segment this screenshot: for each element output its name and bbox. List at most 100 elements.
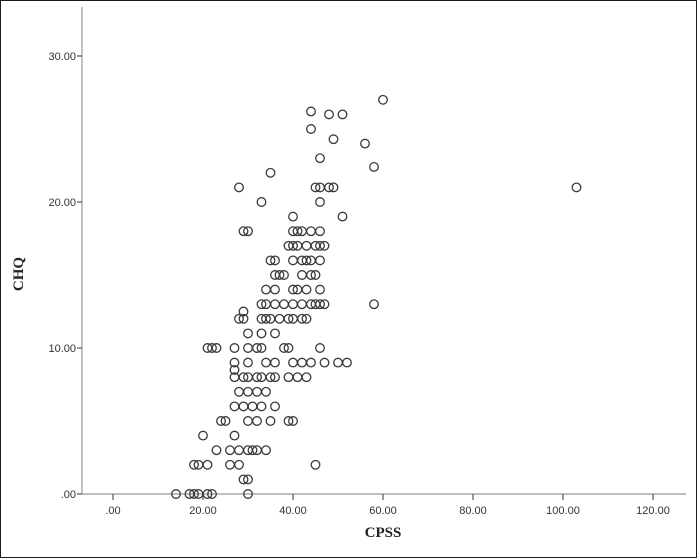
data-point	[283, 416, 294, 426]
data-point	[220, 416, 231, 426]
data-point	[256, 328, 267, 339]
data-point	[243, 328, 253, 339]
data-point	[333, 357, 343, 368]
data-point	[229, 364, 240, 375]
y-tick-label: 30.00	[48, 51, 76, 63]
data-point	[328, 134, 339, 145]
data-point	[234, 445, 244, 456]
data-point	[283, 343, 294, 353]
data-point	[283, 313, 294, 324]
data-point	[324, 182, 334, 193]
data-point	[319, 357, 330, 368]
data-point	[306, 226, 316, 237]
data-point	[328, 182, 339, 193]
data-point	[265, 167, 276, 178]
data-point	[252, 386, 262, 397]
data-point	[171, 489, 181, 499]
data-point	[283, 372, 294, 383]
data-point	[288, 255, 298, 266]
data-point	[261, 357, 271, 368]
data-point	[310, 182, 321, 193]
data-point	[360, 138, 370, 149]
data-point	[301, 240, 312, 251]
data-point	[279, 343, 289, 353]
data-point	[243, 386, 253, 397]
data-point	[229, 343, 240, 353]
data-point	[211, 445, 222, 456]
data-point	[261, 386, 271, 397]
data-point	[310, 270, 321, 280]
x-tick-label: 80.00	[459, 505, 487, 517]
data-point	[301, 372, 312, 383]
data-point	[243, 226, 253, 237]
data-point	[301, 284, 312, 295]
data-point	[378, 94, 388, 105]
data-point	[315, 197, 325, 207]
x-tick-label: 100.00	[546, 505, 580, 517]
data-point	[256, 401, 267, 412]
data-point	[238, 372, 249, 383]
data-point	[243, 357, 253, 368]
data-point	[247, 401, 258, 412]
data-point	[238, 226, 249, 237]
data-point	[306, 270, 316, 280]
data-point	[216, 416, 226, 426]
data-point	[297, 313, 307, 324]
data-point	[243, 416, 253, 426]
data-point	[256, 197, 267, 207]
data-point	[288, 299, 298, 310]
data-point	[274, 270, 285, 280]
data-point	[342, 357, 352, 368]
data-point	[297, 299, 307, 310]
data-point	[319, 240, 330, 251]
data-point	[315, 226, 325, 237]
y-tick-label: 20.00	[48, 197, 76, 209]
data-point	[270, 255, 280, 266]
y-tick-label: 10.00	[48, 343, 76, 355]
data-point	[234, 459, 244, 470]
data-point	[315, 153, 325, 164]
x-tick-label: 120.00	[636, 505, 670, 517]
data-point	[270, 284, 280, 295]
data-point	[202, 489, 213, 499]
data-point	[265, 416, 276, 426]
data-point	[243, 343, 253, 353]
data-point	[238, 306, 249, 317]
data-point	[234, 313, 244, 324]
data-point	[270, 357, 280, 368]
data-point	[261, 445, 271, 456]
data-point	[315, 343, 325, 353]
data-point	[279, 270, 289, 280]
data-point	[288, 284, 298, 295]
data-point	[189, 459, 199, 470]
data-point	[234, 386, 244, 397]
data-point	[288, 240, 298, 251]
x-axis-ticks: .00 20.00 40.00 60.00 80.00 100.00 120.00	[105, 494, 670, 517]
data-point	[292, 226, 303, 237]
data-point	[238, 474, 249, 485]
data-point	[369, 162, 379, 172]
y-axis-title: CHQ	[11, 257, 27, 292]
x-tick-label: 60.00	[369, 505, 397, 517]
data-point	[238, 313, 249, 324]
data-point	[189, 489, 199, 499]
data-point	[252, 372, 262, 383]
data-point	[225, 459, 235, 470]
x-tick-label: 20.00	[189, 505, 217, 517]
data-point	[225, 445, 235, 456]
data-point	[310, 459, 321, 470]
data-point	[207, 489, 217, 499]
data-point	[202, 459, 213, 470]
data-point	[198, 430, 208, 441]
data-point	[252, 416, 262, 426]
data-point	[256, 299, 267, 310]
data-point	[292, 372, 303, 383]
data-point	[270, 372, 280, 383]
data-point	[207, 343, 217, 353]
data-point	[238, 401, 249, 412]
data-point	[261, 284, 271, 295]
data-point	[279, 299, 289, 310]
y-tick-label: .00	[61, 489, 76, 501]
